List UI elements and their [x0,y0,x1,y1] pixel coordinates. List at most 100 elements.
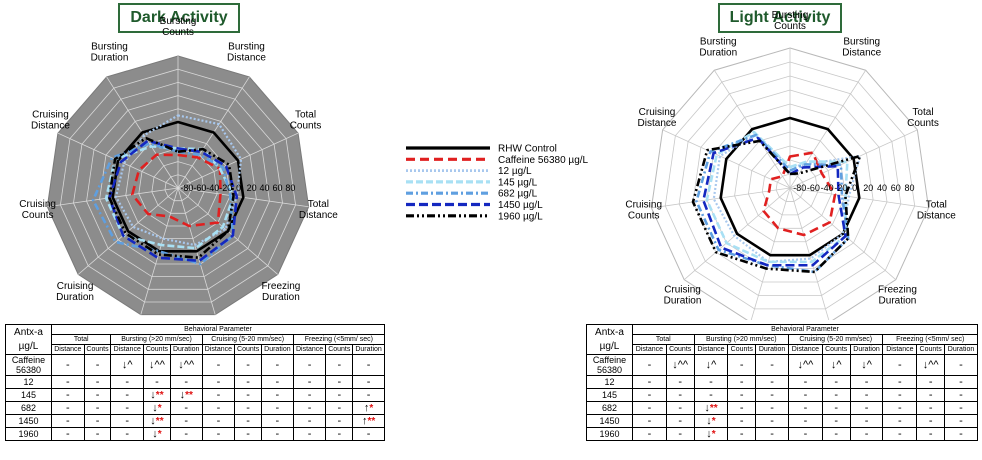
legend-label-1450-ug-l: 1450 µg/L [498,200,543,211]
table-cell: - [755,354,790,376]
row-label: 145 [586,388,633,402]
table-cell: - [110,388,145,402]
table-cell: - [916,375,946,389]
column-header: Distance [51,344,85,355]
table-cell: - [83,401,112,415]
table-cell: - [169,414,203,428]
group-header: Bursting (>20 mm/sec) [110,334,203,345]
column-header: Counts [234,344,263,355]
table-cell: ↓^ [110,354,145,376]
column-header: Counts [143,344,171,355]
table-cell: - [169,427,203,441]
table-cell: - [821,388,851,402]
series-rhw-control [719,116,861,257]
row-label: 145 [5,388,52,402]
axis-label-cruising-counts: Cruising Counts [19,199,56,221]
table-cell: - [944,388,978,402]
table-cell: - [916,414,946,428]
tick-label: -80 [180,183,193,193]
significance-mark: * [369,403,374,414]
table-cell: ↓* [693,414,729,428]
table-cell: - [143,375,171,389]
table-cell: ↓^^ [916,354,946,376]
table-cell: ↓** [169,388,203,402]
significance-mark: * [157,429,162,440]
table-cell: - [916,388,946,402]
table-cell: ↓^ [693,354,729,376]
table-cell: - [83,388,112,402]
table-cell: - [727,401,757,415]
table-cell: - [352,354,385,376]
table-cell: - [755,401,790,415]
table-cell: - [325,427,354,441]
super-header: Behavioral Parameter [51,324,385,335]
dark-activity-title: Dark Activity [118,3,240,33]
table-cell: - [261,388,294,402]
table-cell: ↓* [693,427,729,441]
column-header: Counts [665,344,695,355]
table-row: 12- - - - - - - - - - - [5,375,385,389]
table-cell: - [234,375,263,389]
table-cell: - [944,375,978,389]
axis-label-cruising-duration: Cruising Duration [664,285,702,307]
table-cell: - [51,375,85,389]
table-cell: - [882,414,918,428]
table-cell: - [632,354,667,376]
table-cell: - [110,401,145,415]
significance-mark: * [157,403,162,414]
table-cell: - [169,375,203,389]
table-cell: - [234,401,263,415]
table-cell: - [665,388,695,402]
table-cell: - [665,427,695,441]
table-cell: - [292,414,327,428]
series-1450-ug-l [702,136,847,267]
row-label: 1450 [5,414,52,428]
tick-label: -60 [193,183,206,193]
column-header: Distance [693,344,729,355]
table-cell: ↓^ [821,354,851,376]
table-cell: - [727,414,757,428]
axis-label-bursting-counts: Bursting Counts [772,10,809,32]
table-cell: - [632,375,667,389]
table-cell: - [693,388,729,402]
table-row: 12- - - - - - - - - - - [586,375,978,389]
table-cell: - [51,388,85,402]
table-cell: - [882,427,918,441]
radar-grid-ring [748,145,832,229]
table-cell: - [51,354,85,376]
group-header: Cruising (5-20 mm/sec) [788,334,884,345]
radar-grid-ring [151,161,205,214]
table-cell: - [325,354,354,376]
table-cell: - [83,375,112,389]
table-row: Caffeine 56380- - ↓^ ↓^^ ↓^^ - - - - - - [5,354,385,376]
table-row: 682- - - ↓* - - - - - - ↑* [5,401,385,415]
series-682-ug-l [91,142,235,266]
table-cell: ↑* [352,401,385,415]
table-cell: - [755,427,790,441]
column-header: Duration [352,344,385,355]
table-cell: - [234,388,263,402]
table-cell: - [234,414,263,428]
table-cell: - [261,401,294,415]
axis-label-cruising-distance: Cruising Distance [31,110,70,132]
axis-label-cruising-distance: Cruising Distance [638,107,677,129]
series-1450-ug-l [108,139,239,263]
light-radar-chart: -80 -60 -40 -20 0 20 40 60 80 Bursting Counts Burst… [625,10,956,320]
axis-label-bursting-distance: Bursting Distance [842,36,881,58]
radar-grid-ring [664,61,916,310]
table-cell: - [944,414,978,428]
tick-label: 0 [852,183,857,193]
table-cell: ↓* [143,427,171,441]
series-12-ug-l [114,114,243,247]
table-cell: - [788,401,823,415]
tick-label: 40 [877,183,887,193]
table-cell: - [261,354,294,376]
table-cell: - [325,388,354,402]
column-header: Counts [83,344,112,355]
table-cell: - [51,427,85,441]
tick-label: 80 [285,183,295,193]
significance-mark: ** [155,416,164,427]
table-cell: - [882,401,918,415]
table-cell: - [727,427,757,441]
